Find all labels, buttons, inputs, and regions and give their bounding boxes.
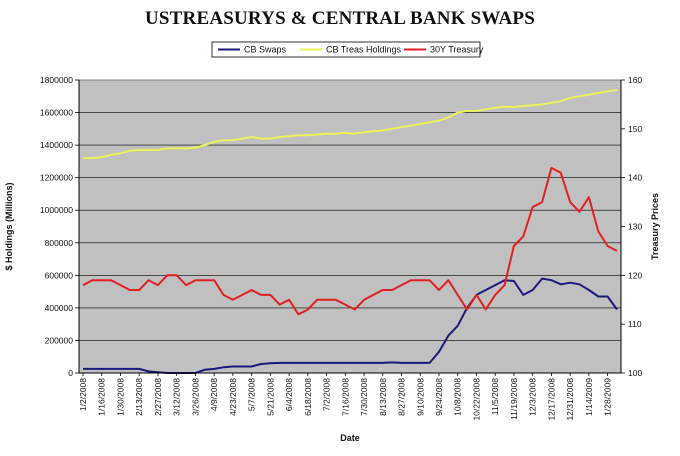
left-tick-label: 1000000 (40, 205, 73, 215)
x-tick-label: 9/10/2008 (415, 378, 425, 416)
x-tick-label: 6/18/2008 (303, 378, 313, 416)
legend: CB Swaps CB Treas Holdings 30Y Treasury (211, 41, 484, 58)
x-tick-label: 11/19/2008 (509, 378, 519, 420)
right-tick-label: 100 (628, 368, 642, 378)
right-axis-title: Treasury Prices (650, 193, 660, 260)
chart-title: USTREASURYS & CENTRAL BANK SWAPS (144, 8, 536, 29)
right-tick-label: 150 (628, 124, 642, 134)
legend-label: CB Treas Holdings (326, 45, 402, 55)
left-tick-label: 400000 (45, 303, 74, 313)
x-tick-label: 1/14/2009 (584, 378, 594, 416)
left-tick-label: 200000 (45, 335, 74, 345)
left-tick-label: 1600000 (40, 108, 73, 118)
left-tick-label: 1800000 (40, 75, 73, 85)
left-tick-label: 1200000 (40, 173, 73, 183)
x-tick-label: 5/21/2008 (265, 378, 275, 416)
plot-area (78, 79, 622, 374)
axes: 0 200000 400000 600000 800000 1000000 1200000 1… (4, 75, 660, 443)
legend-label: 30Y Treasury (430, 45, 484, 55)
x-tick-label: 7/2/2008 (322, 378, 332, 411)
x-tick-label: 3/26/2008 (190, 378, 200, 416)
x-tick-label: 7/16/2008 (340, 378, 350, 416)
x-tick-label: 3/12/2008 (172, 378, 182, 416)
x-tick-label: 6/4/2008 (284, 378, 294, 411)
left-tick-label: 0 (68, 368, 73, 378)
left-tick-label: 800000 (45, 238, 74, 248)
right-tick-label: 120 (628, 270, 642, 280)
x-tick-label: 8/27/2008 (397, 378, 407, 416)
x-tick-label: 1/2/2008 (78, 378, 88, 411)
x-tick-label: 2/27/2008 (153, 378, 163, 416)
x-tick-label: 12/31/2008 (565, 378, 575, 421)
right-tick-label: 130 (628, 222, 642, 232)
legend-label: CB Swaps (244, 45, 287, 55)
series-line-30y-treasury (82, 166, 618, 316)
x-tick-label: 7/30/2008 (359, 378, 369, 416)
x-tick-label: 5/7/2008 (247, 378, 257, 411)
x-tick-label: 8/13/2008 (378, 378, 388, 416)
x-tick-label: 4/9/2008 (209, 378, 219, 411)
left-tick-label: 1400000 (40, 140, 73, 150)
x-tick-label: 1/30/2008 (115, 378, 125, 416)
x-tick-label: 1/16/2008 (97, 378, 107, 416)
left-tick-label: 600000 (45, 270, 74, 280)
x-tick-label: 12/3/2008 (528, 378, 538, 416)
x-tick-label: 10/8/2008 (453, 378, 463, 416)
right-tick-label: 160 (628, 75, 642, 85)
x-tick-label: 2/13/2008 (134, 378, 144, 416)
x-tick-label: 11/5/2008 (490, 378, 500, 415)
legend-box (211, 41, 481, 58)
x-axis-title: Date (340, 433, 360, 443)
left-axis-title: $ Holdings (Millions) (4, 183, 14, 271)
x-tick-label: 10/22/2008 (471, 378, 481, 421)
right-tick-label: 110 (628, 319, 642, 329)
x-tick-label: 4/23/2008 (228, 378, 238, 416)
right-tick-label: 140 (628, 173, 642, 183)
x-tick-label: 9/24/2008 (434, 378, 444, 416)
series-line-cb-treas-holdings (83, 88, 618, 160)
x-tick-label: 12/17/2008 (546, 378, 556, 421)
x-tick-label: 1/28/2009 (603, 378, 613, 416)
